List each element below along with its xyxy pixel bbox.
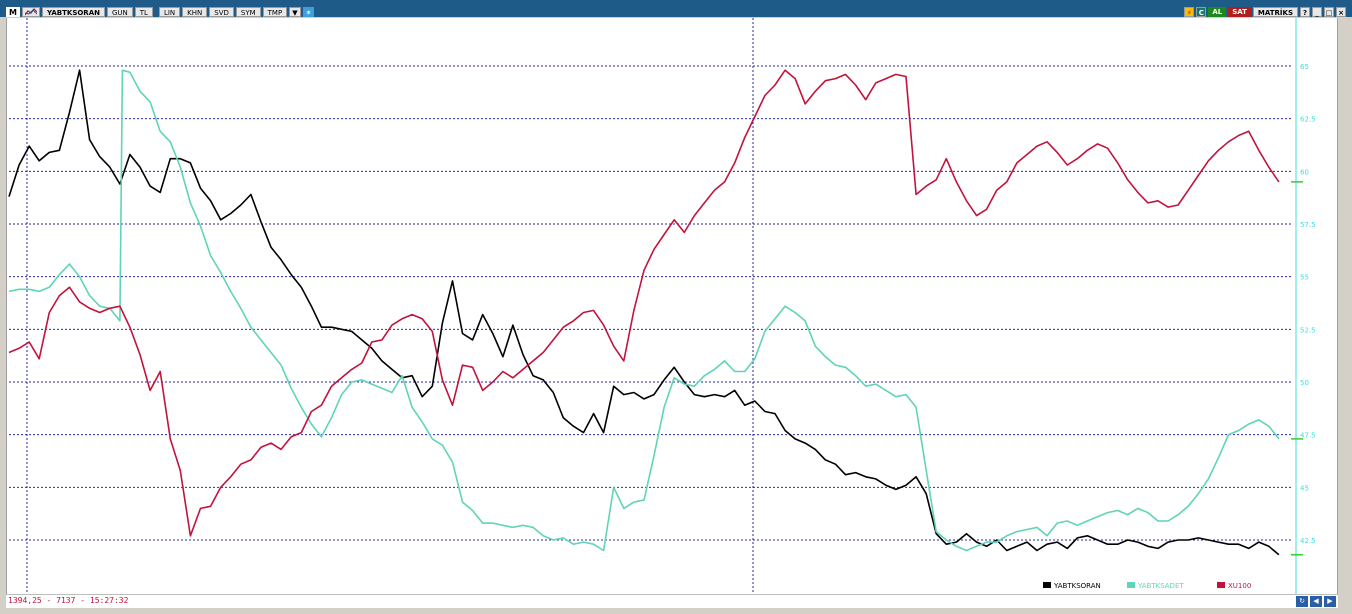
series-line-yabtksoran[interactable] [8, 69, 1280, 556]
title-bar [0, 0, 1352, 17]
series-line-yabtksadet[interactable] [8, 69, 1280, 552]
currency-button[interactable]: TL [134, 6, 153, 17]
status-text: 1394,25 - 7137 - 15:27:32 [8, 596, 129, 605]
sell-button[interactable]: SAT [1228, 6, 1251, 17]
menu-m-button[interactable]: M [6, 6, 20, 17]
period-button[interactable]: GUN [106, 6, 133, 17]
svd-button[interactable]: SVD [209, 6, 234, 17]
refresh-icon[interactable]: C [1196, 6, 1207, 17]
legend-label: YABTKSADET [1137, 582, 1184, 590]
y-tick-label: 57.5 [1300, 221, 1316, 229]
y-tick-label: 45 [1300, 484, 1309, 492]
buy-button[interactable]: AL [1208, 6, 1227, 17]
close-icon[interactable]: × [1336, 6, 1346, 17]
legend-label: YABTKSORAN [1053, 582, 1101, 590]
y-tick-label: 52.5 [1300, 326, 1316, 334]
trade-bar: ⚡ C AL SAT MATRİKS ? _ □ × [1184, 6, 1346, 17]
tmp-button[interactable]: TMP [262, 6, 288, 17]
matriks-button[interactable]: MATRİKS [1252, 6, 1298, 17]
legend-swatch [1217, 582, 1225, 588]
lin-button[interactable]: LIN [158, 6, 181, 17]
y-tick-label: 55 [1300, 274, 1309, 282]
y-tick-label: 42.5 [1300, 537, 1316, 545]
help-icon[interactable]: ? [1300, 6, 1310, 17]
bird-icon[interactable]: ✶ [302, 6, 315, 17]
series-line-xu100[interactable] [8, 69, 1280, 537]
chart-area[interactable]: 6562.56057.55552.55047.54542.531YABTKSOR… [6, 18, 1338, 594]
lightning-icon[interactable]: ⚡ [1184, 6, 1195, 17]
y-tick-label: 65 [1300, 63, 1309, 71]
y-tick-label: 47.5 [1300, 432, 1316, 440]
legend-swatch [1043, 582, 1051, 588]
legend-label: XU100 [1228, 582, 1251, 590]
symbol-selector[interactable]: YABTKSORAN [41, 6, 105, 17]
status-bar: 1394,25 - 7137 - 15:27:32 ↻ ◀ ▶ [6, 594, 1338, 608]
y-tick-label: 50 [1300, 379, 1309, 387]
y-tick-label: 60 [1300, 168, 1309, 176]
dropdown-arrow-icon[interactable]: ▼ [289, 6, 301, 17]
sym-button[interactable]: SYM [235, 6, 261, 17]
minimize-icon[interactable]: _ [1312, 6, 1322, 17]
restore-icon[interactable]: □ [1324, 6, 1334, 17]
scroll-left-icon[interactable]: ◀ [1310, 596, 1322, 607]
khn-button[interactable]: KHN [182, 6, 208, 17]
toolbar: M YABTKSORAN GUN TL LIN KHN SVD SYM TMP … [6, 6, 315, 17]
line-chart[interactable]: 6562.56057.55552.55047.54542.531YABTKSOR… [7, 18, 1337, 594]
y-tick-label: 62.5 [1300, 116, 1316, 124]
legend-swatch [1127, 582, 1135, 588]
chart-type-icon[interactable] [21, 6, 40, 17]
scroll-right-icon[interactable]: ▶ [1324, 596, 1336, 607]
sync-icon[interactable]: ↻ [1296, 596, 1308, 607]
nav-buttons: ↻ ◀ ▶ [1296, 596, 1336, 607]
